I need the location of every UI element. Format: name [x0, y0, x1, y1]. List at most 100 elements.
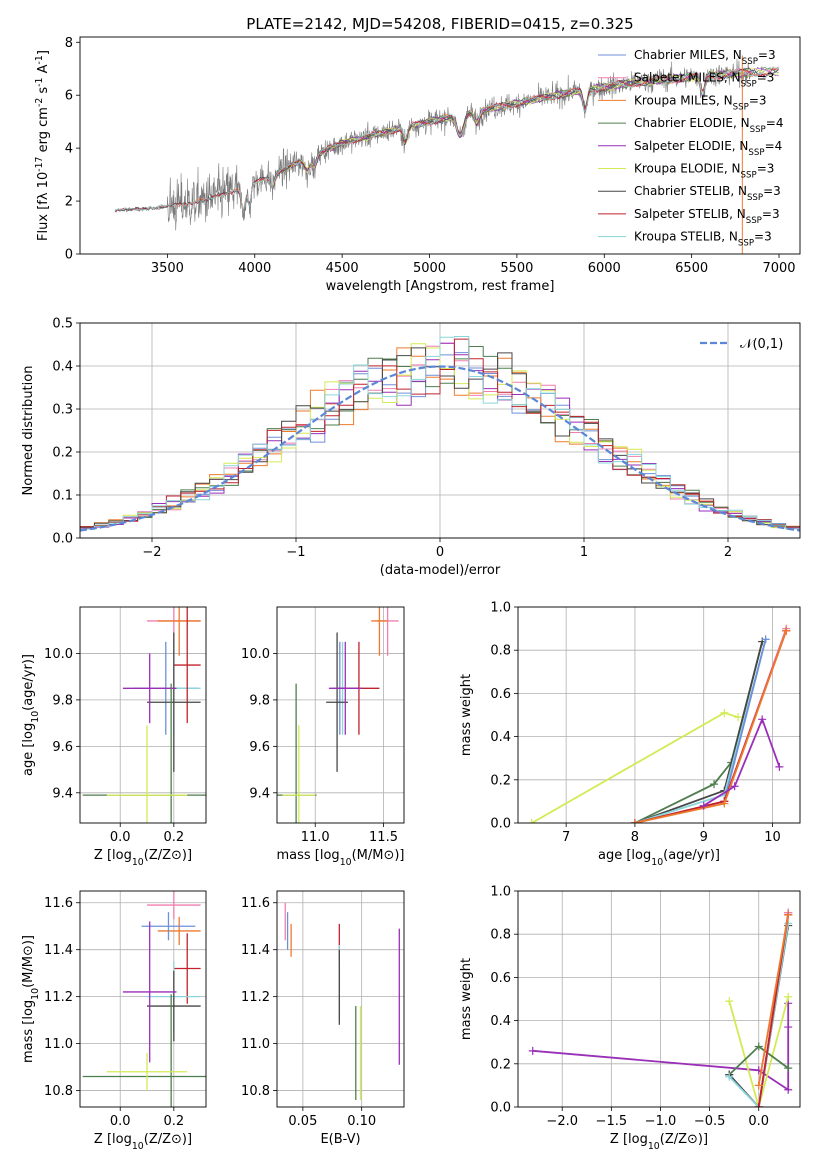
y-tick-label: 9.8 — [249, 693, 270, 708]
legend-label-main: Kroupa STELIB, N — [634, 230, 738, 244]
legend-label-count: =3 — [749, 93, 767, 107]
axes-frame — [276, 890, 405, 1108]
errorbar-salpeter-miles — [147, 891, 201, 920]
legend: 𝒩(0,1) — [700, 337, 783, 352]
plus-marker — [699, 801, 708, 810]
axes-frame — [276, 606, 405, 824]
legend-label-sub: SSP — [742, 57, 758, 67]
axes-age_vs_Z: 0.0 0.2 9.4 9.6 9.8 10.0 Z [log10(Z/Z⊙)] age [l… — [21, 606, 207, 868]
plot-area — [527, 624, 791, 823]
x-tick-label: 3500 — [151, 261, 184, 276]
plus-marker — [784, 919, 793, 928]
axes-frame — [517, 606, 801, 824]
y-tick-label: 11.4 — [44, 943, 73, 958]
y-tick-label: 9.8 — [52, 693, 73, 708]
plus-marker — [784, 1085, 793, 1094]
series-line — [634, 630, 788, 823]
plus-marker — [758, 715, 767, 724]
plot-area — [114, 55, 779, 254]
plus-marker — [725, 997, 734, 1006]
plot-area — [277, 607, 399, 823]
x-tick-label: 5000 — [413, 261, 446, 276]
y-tick-label: 0.2 — [52, 446, 73, 461]
axes-frame — [79, 606, 207, 824]
errorbar-salpeter-stelib — [173, 933, 201, 1004]
errorbar-salpeter-elodie — [122, 653, 177, 724]
series-salpeter-elodie — [699, 715, 784, 810]
plus-marker — [754, 1042, 763, 1051]
y-axis-label: mass [log10(M/M⊙)] — [21, 935, 41, 1063]
series-kroupa-elodie — [527, 708, 743, 823]
plus-marker — [784, 992, 793, 1001]
y-tick-label: 1.0 — [490, 601, 511, 616]
x-axis-label: Z [log10(Z/Z⊙)] — [610, 1132, 708, 1152]
y-tick-label: 9.6 — [249, 740, 270, 755]
y-tick-label: 11.6 — [44, 896, 73, 911]
y-axis-label: mass weight — [459, 958, 474, 1040]
y-axis-label: mass weight — [459, 674, 474, 756]
legend-label-count: =4 — [766, 116, 784, 130]
y-tick-label: 1.0 — [490, 885, 511, 900]
y-tick-label: 0 — [65, 248, 73, 263]
plus-marker — [761, 635, 770, 644]
plus-marker — [720, 799, 729, 808]
y-tick-label: 11.0 — [44, 1037, 73, 1052]
plus-marker — [720, 708, 729, 717]
y-tick-label: 0.4 — [52, 360, 73, 375]
y-tick-label: 0.8 — [490, 928, 511, 943]
axes-residuals: −2 −1 0 1 2 0.0 0.1 0.2 0.3 0.4 0.5 (data-model)/er… — [21, 317, 801, 578]
figure-title: PLATE=2142, MJD=54208, FIBERID=0415, z=0… — [246, 15, 633, 33]
x-tick-label: 4500 — [326, 261, 359, 276]
axes-weight_vs_Z: −2.0 −1.5 −1.0 −0.5 0.0 0.0 0.2 0.4 0.6 0.8 1.0 Z [… — [459, 885, 801, 1152]
y-tick-label: 0.8 — [490, 644, 511, 659]
x-tick-label: −0.5 — [694, 1114, 726, 1129]
legend-label-sub: SSP — [741, 80, 757, 90]
grid — [518, 890, 800, 1108]
x-tick-label: 0.05 — [288, 1114, 317, 1129]
legend-label-count: =4 — [765, 139, 783, 153]
legend-label-sub: SSP — [746, 216, 762, 226]
plus-marker — [754, 1081, 763, 1090]
legend-label-sub: SSP — [748, 148, 764, 158]
x-tick-label: 4000 — [238, 261, 271, 276]
errorbar-salpeter-elodie — [122, 921, 177, 1063]
errorbar-chabrier-stelib — [147, 632, 201, 772]
plus-marker — [775, 762, 784, 771]
plus-marker — [630, 819, 639, 823]
y-tick-label: 10.8 — [241, 1084, 270, 1099]
errorbar-chabrier-elodie — [82, 994, 206, 1107]
x-tick-label: 0.10 — [347, 1114, 376, 1129]
axes-spectrum: 3500 4000 4500 5000 5500 6000 6500 7000 0 2 4 6 8 wav… — [34, 36, 801, 294]
x-tick-label: 7000 — [762, 261, 795, 276]
x-tick-label: 0.2 — [163, 1114, 184, 1129]
legend-label: Chabrier MILES, NSSP=3 — [634, 48, 776, 67]
plus-marker — [730, 782, 739, 791]
y-tick-label: 10.0 — [241, 647, 270, 662]
series-chabrier-stelib — [630, 637, 767, 823]
x-tick-label: −1 — [286, 545, 305, 560]
x-tick-label: 11.0 — [301, 830, 330, 845]
axes-frame — [517, 890, 801, 1108]
plot-area — [528, 908, 793, 1107]
legend-label-sub: SSP — [733, 102, 749, 112]
grid — [277, 607, 404, 823]
legend-label-sub: SSP — [738, 239, 754, 249]
legend-label: Chabrier ELODIE, NSSP=4 — [634, 116, 783, 135]
x-tick-label: 0.0 — [110, 1114, 131, 1129]
x-axis-label: E(B-V) — [320, 1132, 360, 1147]
y-axis-label: age [log10(age/yr)] — [21, 654, 41, 776]
series-line — [703, 716, 781, 807]
x-axis-label: (data-model)/error — [380, 563, 501, 578]
errorbar-salpeter-elodie — [328, 641, 362, 735]
x-tick-label: 1 — [580, 545, 588, 560]
x-tick-label: −2.0 — [546, 1114, 578, 1129]
errorbar-kroupa-elodie — [282, 725, 316, 823]
y-tick-label: 0.4 — [490, 730, 511, 745]
errorbar-chabrier-stelib — [147, 970, 201, 1042]
series-line — [634, 639, 767, 823]
axes-frame — [79, 36, 801, 255]
y-tick-label: 11.2 — [44, 990, 73, 1005]
errorbar-kroupa-miles — [371, 607, 388, 656]
